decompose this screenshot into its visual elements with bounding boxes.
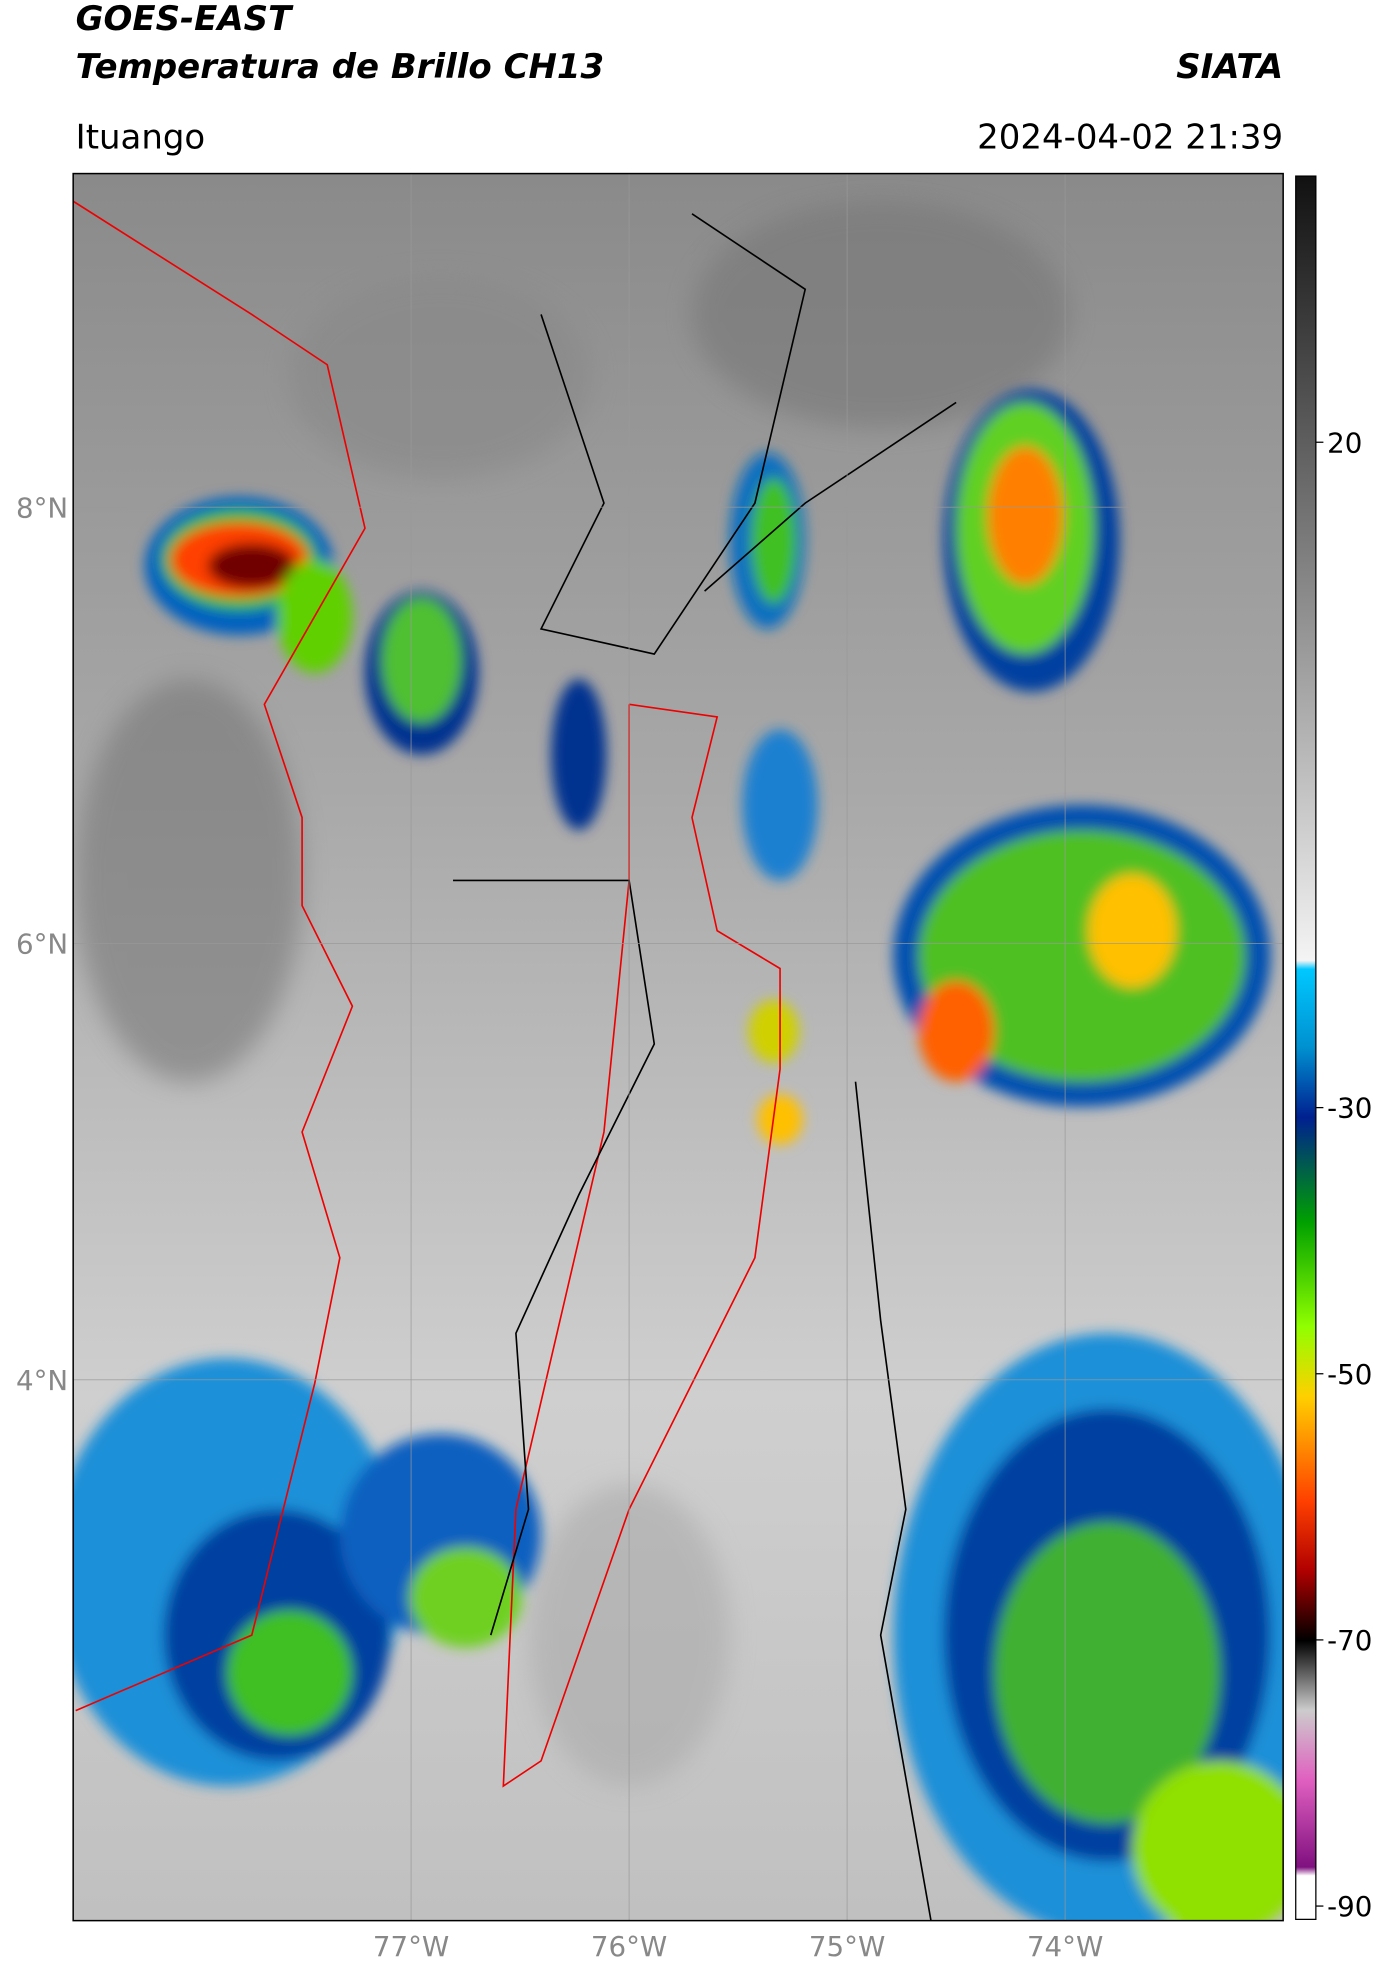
- title: GOES-EAST: [76, 0, 294, 39]
- subtitle: Temperatura de Brillo CH13: [76, 47, 604, 87]
- colorbar-tick-label: -50: [1327, 1358, 1372, 1391]
- colorbar: [1295, 175, 1317, 1920]
- colorbar-tick-label: -90: [1327, 1890, 1372, 1923]
- lon-tick-label: 77°W: [373, 1930, 449, 1963]
- lat-tick-label: 8°N: [16, 491, 68, 524]
- lat-tick-label: 6°N: [16, 928, 68, 961]
- brand: SIATA: [1176, 47, 1283, 87]
- lon-tick-label: 74°W: [1027, 1930, 1103, 1963]
- colorbar-tick-label: -70: [1327, 1624, 1372, 1657]
- satellite-image: [73, 173, 1284, 1921]
- timestamp: 2024-04-02 21:39: [977, 117, 1283, 157]
- lat-tick-label: 4°N: [16, 1364, 68, 1397]
- map-frame: [72, 172, 1284, 1922]
- location: Ituango: [76, 117, 206, 157]
- lon-tick-label: 76°W: [591, 1930, 667, 1963]
- colorbar-tick-label: 20: [1327, 426, 1362, 459]
- colorbar-tick-label: -30: [1327, 1092, 1372, 1125]
- lon-tick-label: 75°W: [809, 1930, 885, 1963]
